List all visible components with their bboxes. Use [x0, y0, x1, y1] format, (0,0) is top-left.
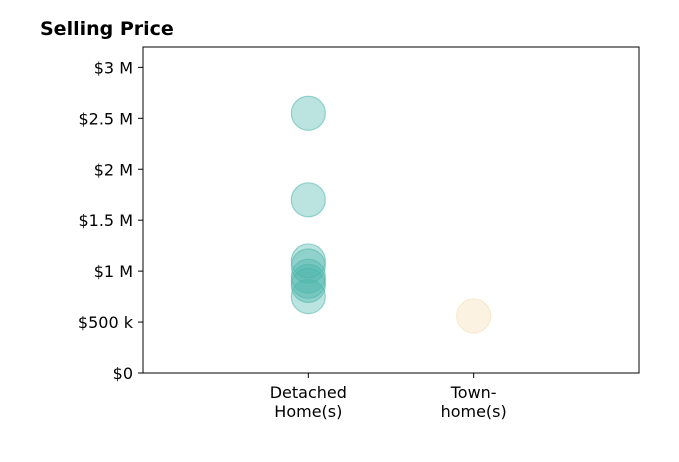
y-tick-label: $0 — [113, 364, 133, 383]
x-tick-label: home(s) — [441, 402, 507, 421]
y-tick-label: $1.5 M — [78, 211, 133, 230]
data-point — [290, 182, 326, 218]
data-point — [456, 298, 492, 334]
data-point — [290, 267, 326, 303]
y-tick-label: $3 M — [94, 58, 133, 77]
y-tick-label: $2 M — [94, 160, 133, 179]
data-point — [290, 248, 326, 284]
x-tick-label: Home(s) — [274, 402, 342, 421]
chart-title: Selling Price — [40, 18, 174, 40]
x-tick-label: Town- — [450, 383, 497, 402]
y-tick-label: $1 M — [94, 262, 133, 281]
data-point — [290, 258, 326, 294]
data-point — [290, 243, 326, 279]
data-point — [290, 95, 326, 131]
y-tick-label: $2.5 M — [78, 109, 133, 128]
y-tick-label: $500 k — [78, 313, 134, 332]
plot-area: $0 $500 k $1 M $1.5 M $2 M $2.5 M $3 M Detached… — [78, 46, 640, 421]
plot-frame — [142, 46, 640, 374]
x-tick-label: Detached — [270, 383, 347, 402]
data-point — [290, 278, 326, 315]
